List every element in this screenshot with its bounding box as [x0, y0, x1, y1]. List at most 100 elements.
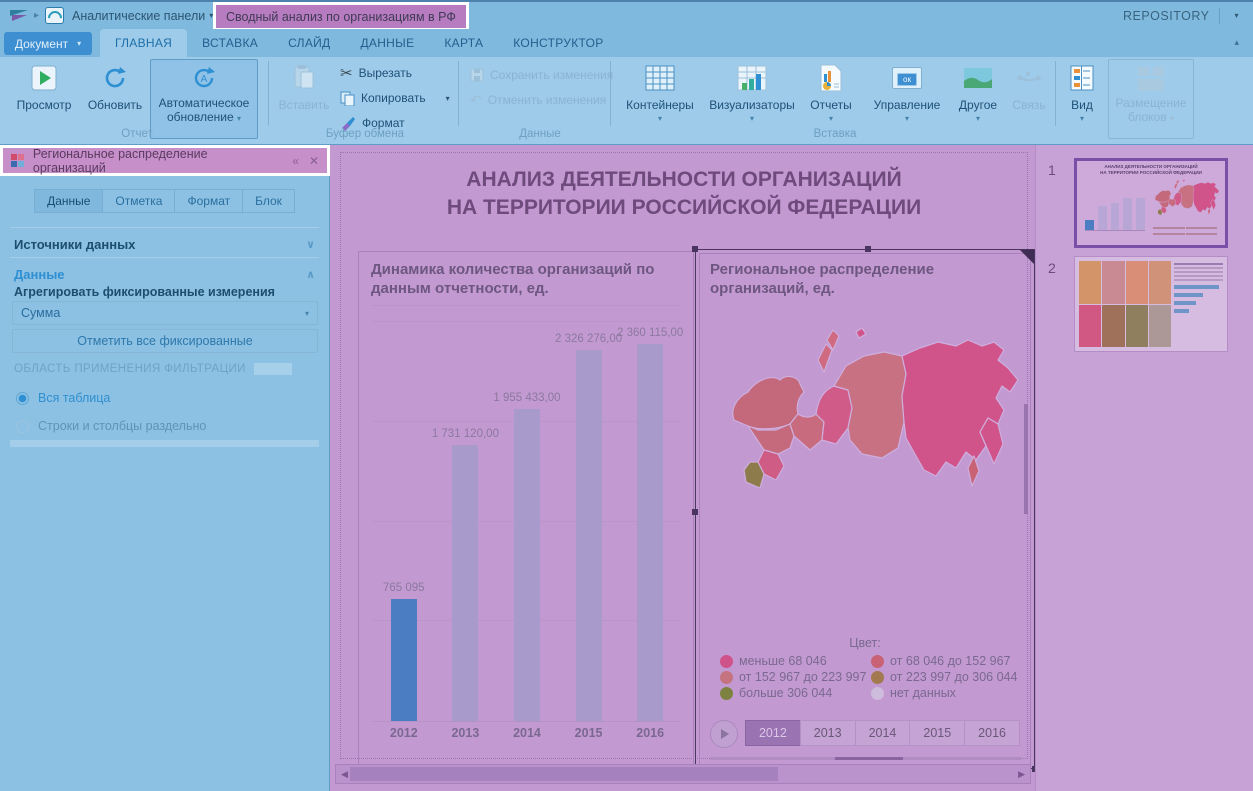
- scissors-icon: ✂: [340, 65, 353, 82]
- mini-bar: [1123, 198, 1133, 230]
- year-button-2013[interactable]: 2013: [799, 720, 856, 746]
- russia-map[interactable]: [706, 326, 1026, 576]
- cancel-changes-button[interactable]: ↶ Отменить изменения: [470, 90, 606, 110]
- scroll-left-icon[interactable]: ◀: [341, 769, 348, 779]
- cut-button[interactable]: ✂ Вырезать: [340, 63, 412, 83]
- radio-selected-icon[interactable]: [16, 391, 29, 405]
- containers-label: Контейнеры: [626, 98, 694, 112]
- other-button[interactable]: Другое ▾: [952, 61, 1004, 123]
- containers-button[interactable]: Контейнеры ▾: [618, 61, 702, 123]
- format-button[interactable]: Формат: [340, 113, 405, 133]
- panel-tab-Данные[interactable]: Данные: [34, 189, 104, 213]
- view-button[interactable]: Вид ▾: [1062, 61, 1102, 123]
- scroll-right-icon[interactable]: ▶: [1018, 769, 1025, 779]
- selection-handle[interactable]: [692, 246, 698, 252]
- highlight-ghost: [253, 363, 292, 375]
- management-button[interactable]: ок Управление ▾: [866, 61, 948, 123]
- paste-button[interactable]: Вставить: [276, 61, 332, 112]
- reports-button[interactable]: Отчеты ▾: [802, 61, 860, 123]
- selection-handle[interactable]: [865, 246, 871, 252]
- document-menu-button[interactable]: Документ ▾: [4, 32, 92, 55]
- chevron-down-icon[interactable]: ∨: [306, 239, 315, 251]
- chevron-down-icon[interactable]: ▾: [445, 93, 450, 103]
- map-horizontal-scrollbar[interactable]: [710, 757, 1022, 760]
- bar-2015[interactable]: [575, 349, 602, 721]
- treemap-block: [1148, 304, 1171, 347]
- layout-blocks-button[interactable]: Размещение блоков ▾: [1108, 59, 1194, 139]
- breadcrumb-panels[interactable]: Аналитические панели: [72, 8, 206, 23]
- ribbon-tab-ВСТАВКА[interactable]: ВСТАВКА: [202, 36, 259, 50]
- selection-handle[interactable]: [692, 509, 698, 515]
- year-button-2014[interactable]: 2014: [854, 720, 911, 746]
- repository-menu[interactable]: REPOSITORY ▾: [1123, 2, 1239, 29]
- aggregate-select[interactable]: Сумма ▾: [12, 301, 318, 325]
- save-changes-button[interactable]: Сохранить изменения: [470, 65, 613, 85]
- close-panel-icon[interactable]: ✕: [308, 153, 319, 168]
- resize-corner-icon[interactable]: [1020, 250, 1034, 264]
- reports-label: Отчеты: [810, 98, 852, 112]
- map-block-selected[interactable]: Региональное распределение организаций, …: [692, 246, 1038, 772]
- year-button-2012[interactable]: 2012: [745, 720, 801, 746]
- play-button[interactable]: [710, 720, 738, 748]
- bar-slot: 1 955 433,00: [493, 322, 561, 721]
- mini-bar-chart: [1085, 194, 1145, 231]
- group-label-report: Отчет: [121, 128, 153, 140]
- collapse-ribbon-icon[interactable]: ▴: [1234, 37, 1239, 47]
- axis-label-2014: 2014: [513, 726, 541, 740]
- bar-2013[interactable]: [452, 444, 479, 721]
- auto-refresh-button[interactable]: A Автоматическое обновление ▾: [150, 59, 258, 139]
- link-icon: [1016, 61, 1042, 95]
- ribbon-tab-ДАННЫЕ[interactable]: ДАННЫЕ: [360, 36, 415, 50]
- canvas-horizontal-scrollbar[interactable]: ◀ ▶: [335, 764, 1031, 784]
- data-section-header[interactable]: Данные ∧: [14, 267, 315, 282]
- slide-area[interactable]: АНАЛИЗ ДЕЯТЕЛЬНОСТИ ОРГАНИЗАЦИЙ НА ТЕРРИ…: [340, 152, 1038, 772]
- copy-button[interactable]: Копировать ▾: [340, 88, 450, 108]
- layout-blocks-label-1: Размещение: [1115, 96, 1187, 110]
- bar-2012[interactable]: [390, 598, 417, 721]
- breadcrumb-separator: ▸: [34, 10, 40, 21]
- dashboard-icon: [45, 7, 65, 24]
- chevron-down-icon[interactable]: ▾: [1234, 11, 1239, 20]
- radio-rows-cols[interactable]: Строки и столбцы раздельно: [16, 419, 206, 433]
- panel-header-highlighted[interactable]: Региональное распределение организаций «…: [0, 145, 330, 176]
- breadcrumb-document-highlighted[interactable]: Сводный анализ по организациям в РФ: [213, 2, 469, 31]
- panel-tab-Формат[interactable]: Формат: [174, 189, 244, 213]
- bar-2016[interactable]: [637, 344, 664, 721]
- chevron-down-icon[interactable]: ▾: [209, 11, 214, 20]
- year-button-2015[interactable]: 2015: [909, 720, 966, 746]
- map-vertical-scrollbar[interactable]: [1024, 404, 1028, 514]
- slide1-thumbnail[interactable]: АНАЛИЗ ДЕЯТЕЛЬНОСТИ ОРГАНИЗАЦИЙ НА ТЕРРИ…: [1074, 158, 1228, 248]
- legend-title: Цвет:: [849, 636, 881, 650]
- other-label: Другое: [958, 98, 998, 112]
- panel-tab-Блок[interactable]: Блок: [242, 189, 295, 213]
- chevron-up-icon[interactable]: ∧: [306, 269, 315, 281]
- collapse-panel-icon[interactable]: «: [292, 153, 299, 168]
- radio-unselected-icon[interactable]: [16, 419, 29, 433]
- year-button-2016[interactable]: 2016: [964, 720, 1020, 746]
- svg-text:A: A: [201, 74, 208, 85]
- ribbon-tab-КАРТА[interactable]: КАРТА: [444, 36, 484, 50]
- preview-label: Просмотр: [16, 98, 72, 112]
- link-button[interactable]: Связь: [1006, 61, 1052, 112]
- refresh-button[interactable]: Обновить: [84, 61, 146, 112]
- group-separator: [610, 61, 611, 126]
- slide-thumbnails-pane: 1 АНАЛИЗ ДЕЯТЕЛЬНОСТИ ОРГАНИЗАЦИЙ НА ТЕР…: [1035, 145, 1253, 791]
- preview-button[interactable]: Просмотр: [12, 61, 76, 112]
- bar-chart-block[interactable]: Динамика количества организаций по данны…: [358, 251, 694, 765]
- slide2-thumbnail[interactable]: [1074, 256, 1228, 352]
- sources-section-header[interactable]: Источники данных ∨: [14, 237, 315, 252]
- panel-tab-Отметка[interactable]: Отметка: [102, 189, 176, 213]
- ribbon-tab-ГЛАВНАЯ[interactable]: ГЛАВНАЯ: [100, 29, 188, 57]
- bar-2014[interactable]: [513, 408, 540, 721]
- mini-bar: [1085, 219, 1094, 230]
- scrollbar-thumb[interactable]: [350, 767, 778, 781]
- play-icon: [31, 61, 57, 95]
- format-brush-icon: [340, 116, 356, 131]
- ribbon-tab-КОНСТРУКТОР[interactable]: КОНСТРУКТОР: [513, 36, 604, 50]
- ribbon-tab-СЛАЙД[interactable]: СЛАЙД: [288, 36, 331, 50]
- radio-whole-table[interactable]: Вся таблица: [16, 391, 110, 405]
- divider: [1219, 7, 1221, 24]
- visualizers-button[interactable]: Визуализаторы ▾: [706, 61, 798, 123]
- copy-label: Копировать: [361, 91, 426, 105]
- mark-all-fixed-button[interactable]: Отметить все фиксированные: [12, 329, 318, 353]
